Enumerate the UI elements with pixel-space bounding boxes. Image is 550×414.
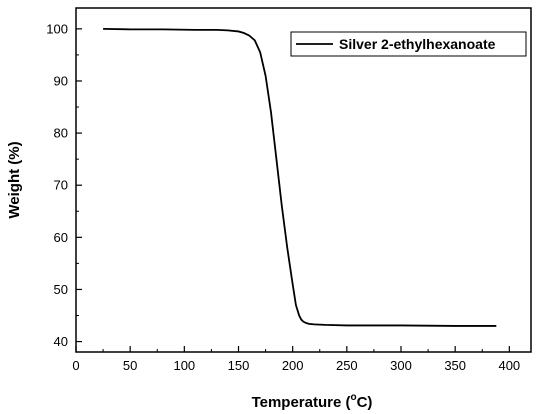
x-tick-label: 100	[173, 358, 195, 373]
legend-label: Silver 2-ethylhexanoate	[339, 36, 496, 52]
x-tick-label: 50	[123, 358, 137, 373]
y-tick-label: 100	[46, 21, 68, 36]
y-tick-label: 80	[54, 126, 68, 141]
y-axis: 40 50 60 70 80 90 100	[46, 21, 82, 349]
plot-frame	[75, 7, 532, 353]
y-tick-label: 70	[54, 178, 68, 193]
x-axis-title-end: C)	[357, 394, 373, 411]
x-tick-label: 0	[72, 358, 79, 373]
y-axis-title: Weight (%)	[6, 141, 23, 218]
y-tick-label: 60	[54, 230, 68, 245]
x-tick-label: 200	[282, 358, 304, 373]
y-tick-label: 40	[54, 334, 68, 349]
x-tick-label: 250	[336, 358, 358, 373]
legend: Silver 2-ethylhexanoate	[290, 31, 527, 57]
x-axis-title-main: Temperature (	[252, 394, 351, 411]
series-line-silver-2-ethylhexanoate	[103, 27, 497, 327]
y-tick-label: 50	[54, 282, 68, 297]
x-axis: 0 50 100 150 200 250 300 350 400	[72, 346, 520, 373]
x-tick-label: 400	[498, 358, 520, 373]
x-tick-label: 300	[390, 358, 412, 373]
x-tick-label: 350	[444, 358, 466, 373]
y-tick-label: 90	[54, 73, 68, 88]
x-tick-label: 150	[228, 358, 250, 373]
x-axis-title-superscript: o	[350, 392, 356, 403]
x-axis-title: Temperature (oC)	[252, 392, 373, 411]
